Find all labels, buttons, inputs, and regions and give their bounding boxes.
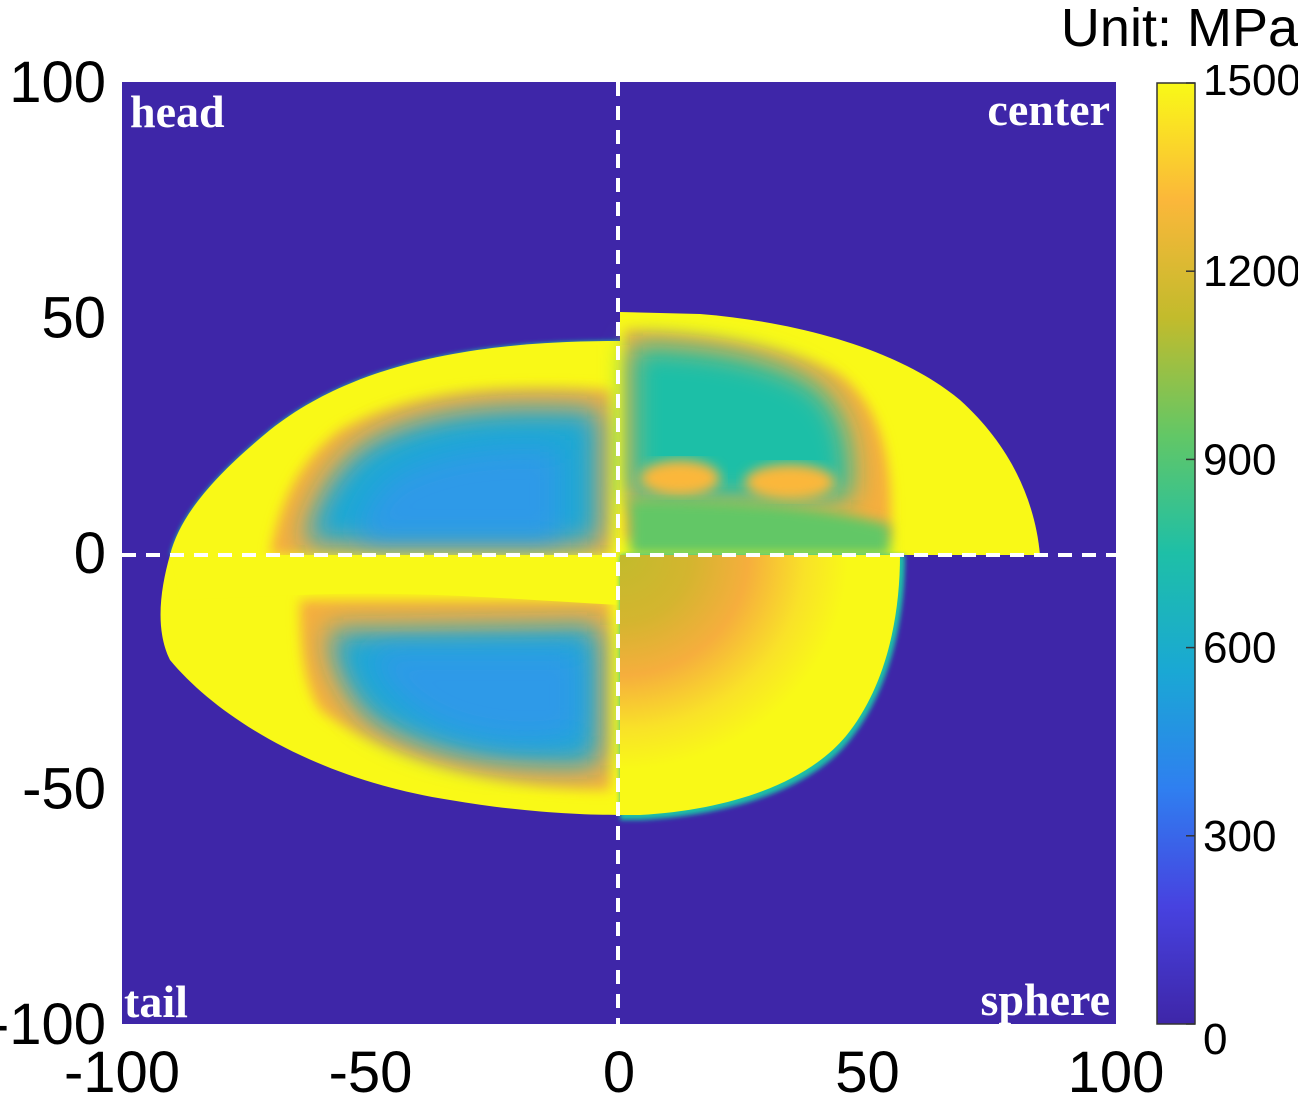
x-tick-label: 100 — [1068, 1040, 1165, 1096]
colorbar-tick-label: 300 — [1203, 812, 1276, 861]
x-tick-label: 50 — [835, 1040, 900, 1096]
y-axis-ticks: 100 50 0 -50 -100 — [0, 50, 106, 1057]
region-sphere — [620, 555, 905, 820]
x-tick-label: -100 — [64, 1040, 180, 1096]
quadrant-label-tail: tail — [124, 976, 188, 1027]
y-tick-label: 100 — [9, 50, 106, 115]
y-tick-label: 50 — [41, 286, 106, 351]
region-head — [170, 341, 620, 555]
region-center — [620, 312, 1040, 555]
y-tick-label: 0 — [74, 521, 106, 586]
colorbar-unit-label: Unit: MPa — [1061, 0, 1298, 58]
colorbar-tick-label: 1200 — [1203, 247, 1298, 296]
quadrant-label-head: head — [130, 86, 225, 137]
x-tick-label: 0 — [603, 1040, 635, 1096]
quadrant-label-center: center — [987, 84, 1110, 135]
x-tick-label: -50 — [329, 1040, 413, 1096]
colorbar-ticks: 1500 1200 900 600 300 0 — [1186, 56, 1298, 1064]
quadrant-label-sphere: sphere — [981, 974, 1111, 1025]
colorbar-tick-label: 900 — [1203, 435, 1276, 484]
y-tick-label: -100 — [0, 992, 106, 1057]
colorbar-tick-label: 0 — [1203, 1015, 1227, 1064]
stress-regions — [160, 312, 1040, 820]
region-tail — [160, 555, 620, 815]
y-tick-label: -50 — [22, 757, 106, 822]
x-axis-ticks: -100 -50 0 50 100 — [64, 1040, 1164, 1096]
colorbar-tick-label: 1500 — [1203, 56, 1298, 105]
colorbar — [1156, 82, 1196, 1025]
colorbar-tick-label: 600 — [1203, 624, 1276, 673]
